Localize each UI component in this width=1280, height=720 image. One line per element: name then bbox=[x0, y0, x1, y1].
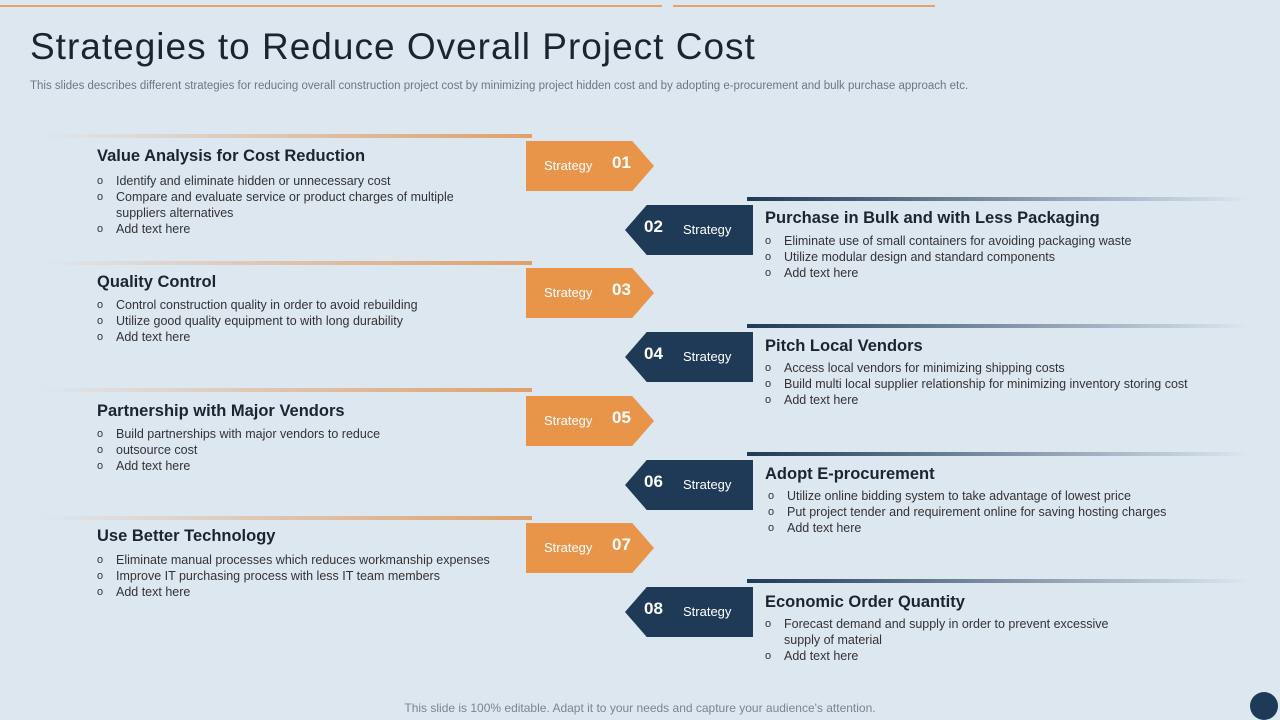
strategy-07-title: Use Better Technology bbox=[97, 527, 276, 545]
strategy-04-title: Pitch Local Vendors bbox=[765, 337, 923, 355]
list-item: Access local vendors for minimizing ship… bbox=[765, 360, 1188, 376]
list-item: Control construction quality in order to… bbox=[97, 297, 418, 313]
strategy-05-tag-word: Strategy bbox=[544, 413, 593, 428]
list-item: outsource cost bbox=[97, 442, 380, 458]
strategy-03-bar bbox=[40, 261, 532, 265]
strategy-07-bar bbox=[40, 516, 532, 520]
top-rule-left bbox=[0, 5, 662, 7]
strategy-08-bullets: Forecast demand and supply in order to p… bbox=[765, 616, 1108, 664]
strategy-08-tag-word: Strategy bbox=[683, 604, 732, 619]
strategy-02-title: Purchase in Bulk and with Less Packaging bbox=[765, 209, 1100, 227]
corner-circle-decoration bbox=[1250, 692, 1278, 720]
list-item: Build multi local supplier relationship … bbox=[765, 376, 1188, 392]
list-item: Identify and eliminate hidden or unneces… bbox=[97, 173, 454, 189]
list-item: suppliers alternatives bbox=[116, 206, 234, 220]
list-item: supply of material bbox=[784, 633, 882, 647]
list-item: Add text here bbox=[97, 221, 454, 237]
strategy-01-tag-word: Strategy bbox=[544, 158, 593, 173]
strategy-06-tag-word: Strategy bbox=[683, 477, 732, 492]
list-item: Add text here bbox=[768, 520, 1166, 536]
strategy-01-bullets: Identify and eliminate hidden or unneces… bbox=[97, 173, 454, 237]
strategy-04-bar bbox=[747, 324, 1250, 328]
strategy-04-tag: 04 Strategy bbox=[625, 332, 753, 382]
list-item: Forecast demand and supply in order to p… bbox=[765, 616, 1108, 632]
list-item: Eliminate manual processes which reduces… bbox=[97, 552, 490, 568]
page-subtitle: This slides describes different strategi… bbox=[30, 80, 969, 92]
list-item: Improve IT purchasing process with less … bbox=[97, 568, 490, 584]
strategy-06-bar bbox=[747, 452, 1250, 456]
footer-note: This slide is 100% editable. Adapt it to… bbox=[404, 701, 876, 715]
list-item: Eliminate use of small containers for av… bbox=[765, 233, 1131, 249]
strategy-08-bar bbox=[747, 579, 1250, 583]
strategy-08-tag: 08 Strategy bbox=[625, 587, 753, 637]
strategy-02-bar bbox=[747, 197, 1250, 201]
strategy-02-bullets: Eliminate use of small containers for av… bbox=[765, 233, 1131, 281]
strategy-08-title: Economic Order Quantity bbox=[765, 593, 965, 611]
list-item: Compare and evaluate service or product … bbox=[97, 189, 454, 205]
list-item: Utilize modular design and standard comp… bbox=[765, 249, 1131, 265]
strategy-03-title: Quality Control bbox=[97, 273, 217, 291]
list-item: Add text here bbox=[97, 329, 418, 345]
strategy-02-tag-word: Strategy bbox=[683, 222, 732, 237]
strategy-01-title: Value Analysis for Cost Reduction bbox=[97, 147, 366, 165]
strategy-04-bullets: Access local vendors for minimizing ship… bbox=[765, 360, 1188, 408]
strategy-01-tag: Strategy 01 bbox=[526, 141, 654, 191]
strategy-06-bullets: Utilize online bidding system to take ad… bbox=[768, 488, 1166, 536]
list-item: Put project tender and requirement onlin… bbox=[768, 504, 1166, 520]
strategy-02-tag-number: 02 bbox=[644, 217, 663, 236]
strategy-02-tag: 02 Strategy bbox=[625, 205, 753, 255]
list-item: Add text here bbox=[97, 584, 490, 600]
strategy-05-tag-number: 05 bbox=[612, 408, 631, 427]
list-item: Build partnerships with major vendors to… bbox=[97, 426, 380, 442]
list-item: Add text here bbox=[765, 392, 1188, 408]
top-rule-right bbox=[673, 5, 935, 7]
list-item: Add text here bbox=[765, 265, 1131, 281]
strategy-04-tag-number: 04 bbox=[644, 344, 663, 363]
strategy-03-tag-word: Strategy bbox=[544, 285, 593, 300]
list-item: Add text here bbox=[765, 648, 1108, 664]
strategy-03-tag-number: 03 bbox=[612, 280, 631, 299]
strategy-06-tag: 06 Strategy bbox=[625, 460, 753, 510]
list-item: Utilize good quality equipment to with l… bbox=[97, 313, 418, 329]
list-item: Utilize online bidding system to take ad… bbox=[768, 488, 1166, 504]
strategy-06-tag-number: 06 bbox=[644, 472, 663, 491]
strategy-08-tag-number: 08 bbox=[644, 599, 663, 618]
strategy-07-tag: Strategy 07 bbox=[526, 523, 654, 573]
strategy-06-title: Adopt E-procurement bbox=[765, 465, 935, 483]
strategy-05-bar bbox=[40, 388, 532, 392]
strategy-05-bullets: Build partnerships with major vendors to… bbox=[97, 426, 380, 474]
strategy-04-tag-word: Strategy bbox=[683, 349, 732, 364]
page-title: Strategies to Reduce Overall Project Cos… bbox=[30, 26, 756, 67]
strategy-03-bullets: Control construction quality in order to… bbox=[97, 297, 418, 345]
strategy-07-tag-number: 07 bbox=[612, 535, 631, 554]
strategy-01-bar bbox=[40, 134, 532, 138]
list-item: Add text here bbox=[97, 458, 380, 474]
strategy-03-tag: Strategy 03 bbox=[526, 268, 654, 318]
strategy-05-title: Partnership with Major Vendors bbox=[97, 402, 345, 420]
strategy-01-tag-number: 01 bbox=[612, 153, 631, 172]
strategy-05-tag: Strategy 05 bbox=[526, 396, 654, 446]
strategy-07-tag-word: Strategy bbox=[544, 540, 593, 555]
strategy-07-bullets: Eliminate manual processes which reduces… bbox=[97, 552, 490, 600]
